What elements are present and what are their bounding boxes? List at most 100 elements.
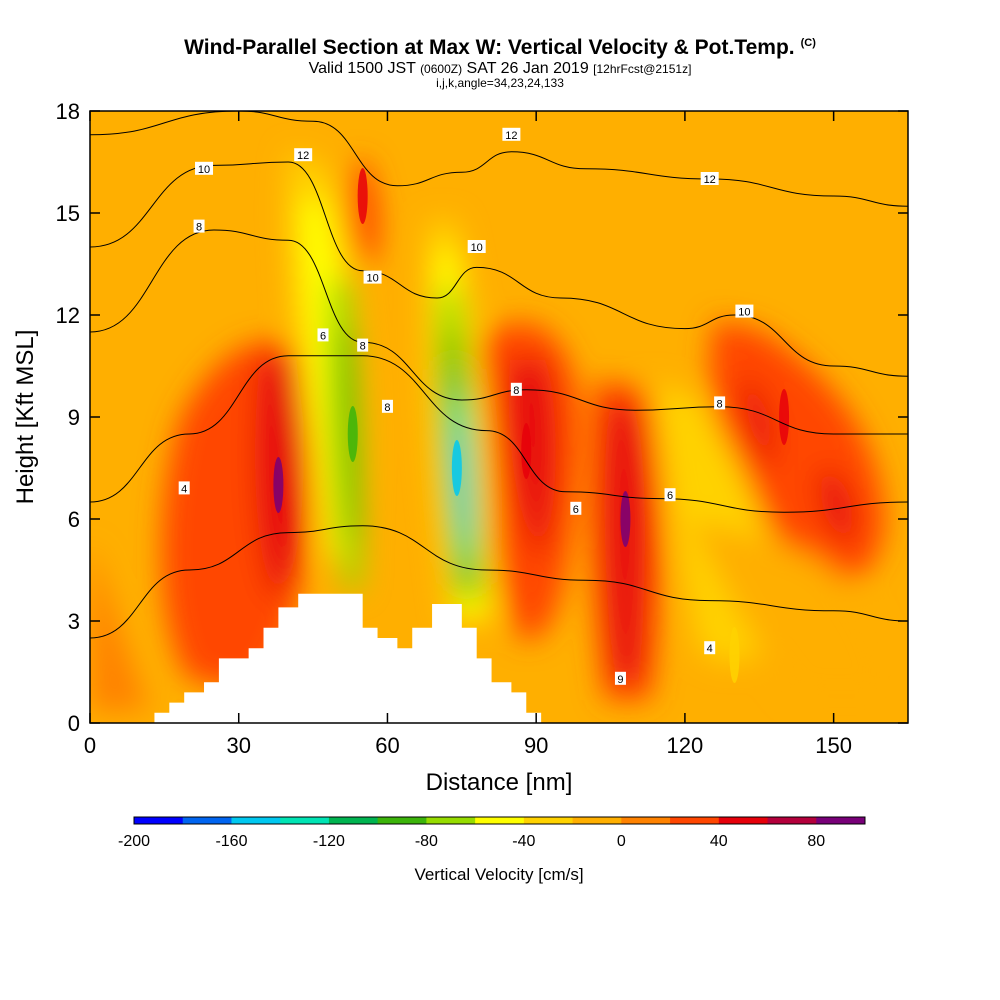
y-tick-label: 6 [68, 507, 80, 532]
axes: 0 30 60 90 120 150 0 3 6 9 12 15 18 [56, 99, 908, 758]
theta-contour-12-4 [90, 111, 908, 207]
theta-label-9: 10 [467, 240, 486, 254]
colorbar-tick-label: 80 [807, 833, 825, 850]
theta-label-0: 10 [195, 161, 214, 176]
velocity-core-2 [273, 457, 284, 513]
theta-label-5: 8 [357, 338, 369, 353]
theta-label-text: 4 [707, 643, 713, 655]
theta-label-10: 12 [700, 172, 719, 186]
colorbar-label: Vertical Velocity [cm/s] [414, 865, 583, 884]
theta-label-15: 6 [664, 488, 676, 502]
theta-label-text: 8 [384, 402, 390, 414]
y-tick-label: 3 [68, 609, 80, 634]
colorbar-swatch-11 [670, 817, 720, 824]
theta-label-bg [317, 328, 329, 342]
theta-label-text: 9 [617, 674, 623, 686]
colorbar-swatch-13 [767, 817, 817, 824]
theta-label-text: 6 [573, 504, 579, 516]
colorbar-tick-label: -80 [415, 833, 438, 850]
theta-label-1: 8 [193, 219, 205, 234]
theta-label-bg [363, 270, 382, 284]
colorbar-tick-label: -160 [215, 833, 247, 850]
theta-label-text: 12 [505, 130, 517, 142]
theta-label-12: 8 [510, 382, 522, 397]
velocity-core-1 [451, 440, 462, 496]
theta-label-6: 8 [381, 399, 393, 414]
theta-label-bg [510, 382, 522, 396]
theta-label-3: 10 [363, 270, 382, 285]
theta-label-bg [357, 338, 369, 352]
colorbar-swatch-4 [328, 817, 379, 824]
colorbar-swatch-10 [621, 817, 671, 824]
velocity-core-7 [729, 627, 740, 683]
theta-label-17: 9 [614, 671, 626, 686]
theta-label-text: 8 [513, 385, 519, 397]
theta-contour-8-2 [90, 229, 908, 435]
theta-label-bg [467, 240, 486, 253]
velocity-core-3 [620, 491, 631, 547]
velocity-core-4 [521, 423, 532, 479]
velocity-field [90, 150, 890, 712]
forecast-info: [12hrFcst@2151z] [593, 62, 692, 76]
copyright-mark: (C) [800, 37, 816, 49]
colorbar-tick-label: 40 [710, 833, 728, 850]
theta-label-text: 12 [704, 174, 716, 186]
theta-label-bg [294, 148, 313, 162]
x-axis-label: Distance [nm] [426, 769, 573, 796]
chart-subtitle: Valid 1500 JST (0600Z) SAT 26 Jan 2019 [… [0, 60, 1000, 78]
chart-title-text: Wind-Parallel Section at Max W: Vertical… [184, 36, 795, 59]
x-tick-label: 0 [84, 733, 96, 758]
y-axis-label: Height [Kft MSL] [12, 330, 39, 505]
theta-label-16: 4 [704, 641, 716, 655]
theta-label-text: 8 [196, 222, 202, 234]
theta-label-14: 6 [570, 501, 582, 516]
theta-label-bg [178, 481, 190, 495]
chart-title: Wind-Parallel Section at Max W: Vertical… [0, 36, 1000, 60]
colorbar-swatch-9 [572, 817, 622, 824]
colorbar-tick-label: 0 [617, 833, 626, 850]
velocity-feature-marks [273, 168, 790, 683]
theta-label-text: 10 [471, 242, 483, 254]
colorbar-swatch-6 [426, 817, 476, 824]
theta-contours [90, 111, 908, 639]
theta-label-2: 12 [294, 148, 313, 162]
velocity-core-6 [357, 168, 368, 224]
theta-contour-4-0 [90, 525, 908, 639]
theta-label-bg [714, 396, 726, 410]
theta-label-4: 6 [317, 328, 329, 342]
y-tick-label: 0 [68, 711, 80, 736]
colorbar-tick-label: -200 [118, 833, 150, 850]
theta-label-7: 4 [178, 481, 190, 495]
theta-label-text: 6 [320, 330, 326, 342]
x-tick-label: 120 [667, 733, 704, 758]
y-tick-label: 18 [56, 99, 80, 124]
theta-label-bg [381, 399, 393, 413]
theta-label-bg [700, 172, 719, 185]
colorbar: -200 -160 -120 -80 -40 0 40 80 [118, 816, 866, 850]
theta-label-text: 10 [738, 307, 750, 319]
theta-label-text: 10 [366, 273, 378, 285]
valid-time: Valid 1500 JST [308, 60, 416, 77]
colorbar-swatch-12 [718, 817, 769, 824]
theta-contour-labels: 10 8 12 10 6 8 8 4 12 10 12 10 8 8 6 6 4 9 [178, 127, 754, 686]
theta-label-8: 12 [502, 127, 521, 142]
theta-label-bg [735, 304, 754, 318]
valid-utc: (0600Z) [420, 62, 463, 76]
theta-label-text: 10 [198, 164, 210, 176]
theta-label-text: 4 [181, 483, 187, 495]
theta-label-text: 8 [717, 398, 723, 410]
theta-label-text: 6 [667, 490, 673, 502]
valid-date: SAT 26 Jan 2019 [466, 60, 589, 77]
colorbar-swatch-0 [134, 817, 184, 824]
x-tick-label: 30 [226, 733, 250, 758]
theta-label-bg [195, 161, 214, 175]
theta-contour-6-1 [90, 355, 908, 513]
colorbar-swatch-14 [816, 817, 866, 824]
x-tick-label: 60 [375, 733, 399, 758]
theta-label-bg [704, 641, 716, 655]
y-tick-label: 12 [56, 303, 80, 328]
theta-label-bg [664, 488, 676, 502]
terrain-mask [90, 593, 542, 723]
y-tick-label: 9 [68, 405, 80, 430]
